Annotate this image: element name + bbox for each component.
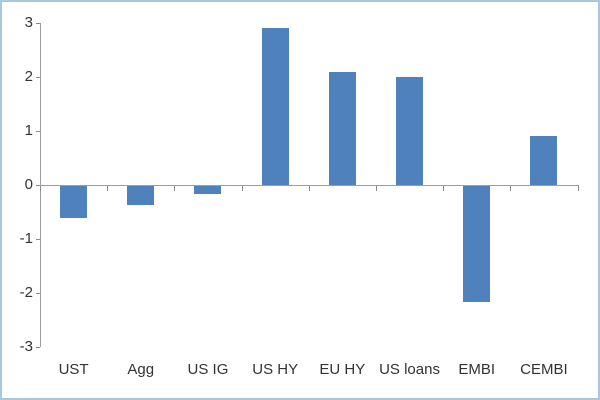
category-label-cembi: CEMBI: [520, 361, 568, 378]
bar-ust: [60, 186, 88, 219]
y-axis-tick: [36, 23, 40, 24]
category-label-us-ig: US IG: [187, 361, 229, 378]
y-axis-tick: [36, 239, 40, 240]
category-label-embi: EMBI: [458, 361, 496, 378]
x-axis-tick: [577, 186, 579, 191]
bar-us-loans: [396, 77, 424, 185]
y-tick-label: 3: [24, 14, 33, 31]
x-axis-tick: [40, 186, 41, 191]
category-label-us-hy: US HY: [252, 361, 299, 378]
y-axis-tick: [36, 131, 40, 132]
bar-embi: [463, 186, 491, 303]
x-axis-tick: [174, 186, 176, 191]
category-label-ust: UST: [58, 361, 89, 378]
y-axis-tick: [36, 185, 40, 186]
x-axis-tick: [107, 186, 109, 191]
y-tick-label: 1: [24, 122, 33, 139]
y-tick-label: -2: [19, 284, 33, 301]
y-tick-label: -3: [19, 338, 33, 355]
bar-cembi: [530, 136, 558, 185]
y-tick-label: 0: [24, 176, 33, 193]
category-label-eu-hy: EU HY: [319, 361, 366, 378]
y-axis-tick: [36, 347, 40, 348]
y-tick-label: -1: [19, 230, 33, 247]
x-axis-line: [40, 185, 579, 186]
x-axis-tick: [510, 186, 512, 191]
y-axis-tick: [36, 293, 40, 294]
category-label-us-loans: US loans: [379, 361, 440, 378]
bar-eu-hy: [328, 71, 356, 185]
bar-us-ig: [194, 186, 222, 195]
category-label-agg: Agg: [127, 361, 155, 378]
y-axis-tick: [36, 77, 40, 78]
x-axis-tick: [375, 186, 377, 191]
bar-agg: [127, 186, 155, 205]
x-axis-tick: [443, 186, 445, 191]
x-axis-tick: [308, 186, 310, 191]
x-axis-tick: [241, 186, 243, 191]
y-tick-label: 2: [24, 68, 33, 85]
bar-us-hy: [261, 28, 289, 185]
